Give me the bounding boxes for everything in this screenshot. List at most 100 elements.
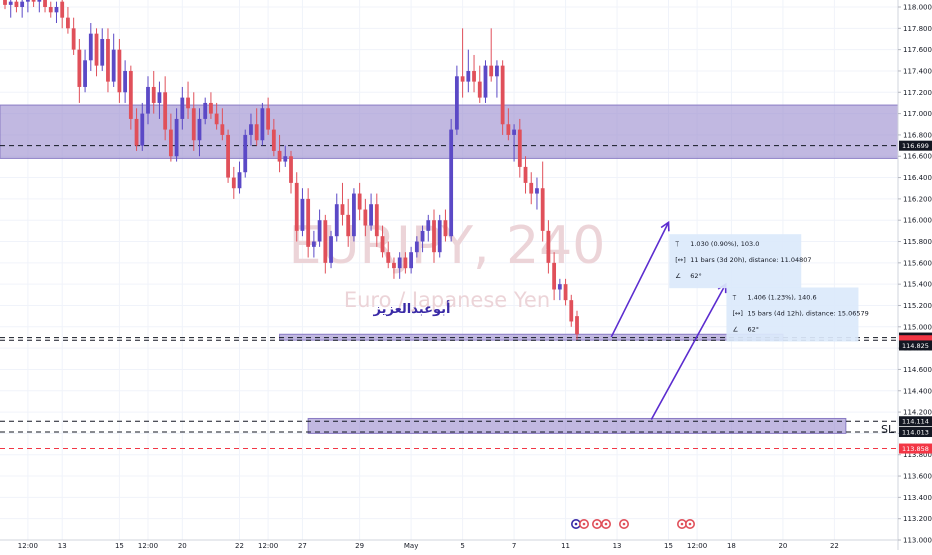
candle-body: [231, 177, 236, 189]
candle-body: [443, 220, 448, 237]
candle-body: [111, 49, 116, 82]
price-axis[interactable]: 113.000 113.200 113.400 113.600 113.800 114.0…: [897, 0, 932, 550]
price-label-bg: [899, 340, 932, 351]
candle-body: [329, 236, 333, 263]
author-annotation: أبوعبدالعزيز: [373, 300, 451, 317]
time-tick-label: 15: [664, 542, 673, 550]
time-tick-label: 12:00: [138, 542, 158, 550]
candle-body: [357, 193, 362, 210]
candle-body: [540, 188, 545, 231]
candle-body: [203, 102, 208, 119]
candle-body: [157, 92, 162, 103]
candle-body: [60, 1, 65, 18]
candle-body: [500, 65, 505, 125]
event-marker-dot: [595, 522, 599, 526]
time-tick-label: 11: [561, 542, 570, 550]
measure-line: 1.030 (0.90%), 103.0: [690, 240, 759, 248]
time-tick-label: 7: [512, 542, 516, 550]
candle-body: [392, 262, 396, 269]
candle-body: [563, 284, 568, 301]
candle-body: [460, 76, 465, 82]
time-axis[interactable]: 12:00 13 15 12:00 20 22 12:00 27 29 May 5 7 11 13 15 12…: [0, 539, 898, 550]
candle-body: [3, 0, 7, 5]
price-tick-label: 117.600: [903, 46, 932, 54]
measure-icon: ⟙: [732, 293, 736, 301]
price-tick-label: 117.800: [903, 25, 932, 33]
candle-body: [306, 198, 311, 247]
arrow-head: [660, 220, 670, 232]
candle-body: [489, 65, 494, 77]
time-tick-label: 20: [178, 542, 187, 550]
candle-body: [48, 7, 53, 13]
candle-body: [575, 316, 579, 335]
candle-body: [300, 198, 305, 231]
candle-body: [386, 252, 391, 263]
arrow-line: [610, 221, 670, 338]
measure-line: 15 bars (4d 12h), distance: 15.06579: [747, 309, 868, 317]
stop-loss-label: SL: [881, 423, 895, 436]
price-tick-label: 117.400: [903, 67, 932, 75]
candle-body: [414, 241, 419, 253]
price-label-bg: [899, 416, 932, 427]
measure-icon: ∠: [732, 325, 738, 333]
candle-body: [191, 108, 196, 141]
candle-body: [31, 0, 36, 2]
measure-line: 11 bars (3d 20h), distance: 11.04807: [690, 256, 811, 264]
price-tick-label: 117.200: [903, 89, 932, 97]
candle-body: [174, 118, 179, 157]
time-tick-label: 18: [727, 542, 736, 550]
candle-body: [25, 0, 30, 2]
candle-body: [8, 1, 13, 5]
candle-body: [100, 38, 105, 66]
price-label-text: 116.699: [902, 142, 929, 150]
price-label-text: 113.858: [902, 445, 929, 453]
arrow-line: [650, 283, 727, 420]
price-tick-label: 116.800: [903, 131, 932, 139]
price-tick-label: 116.400: [903, 174, 932, 182]
candle-body: [134, 118, 139, 146]
time-tick-label: 12:00: [258, 542, 278, 550]
event-marker-dot: [622, 522, 626, 526]
price-tick-label: 114.200: [903, 409, 932, 417]
measure-line: 62°: [747, 325, 759, 333]
candle-body: [168, 129, 173, 157]
measure-box-1: [669, 234, 802, 289]
candle-body: [374, 204, 379, 237]
candle-body: [340, 204, 345, 215]
candle-body: [163, 92, 168, 130]
candle-body: [146, 86, 150, 114]
candle-body: [197, 118, 202, 141]
candle-body: [260, 108, 265, 141]
price-tick-label: 115.600: [903, 259, 932, 267]
price-tick-label: 116.000: [903, 217, 932, 225]
candle-body: [380, 236, 385, 253]
candle-body: [449, 129, 454, 237]
time-tick-label: 13: [613, 542, 622, 550]
candle-body: [363, 209, 368, 226]
candle-body: [523, 166, 528, 183]
candle-body: [266, 108, 271, 130]
candle-body: [334, 204, 339, 237]
candle-body: [477, 81, 482, 98]
candle-body: [283, 156, 288, 162]
candle-body: [140, 113, 145, 146]
candle-body: [546, 230, 551, 263]
candle-body: [409, 252, 414, 269]
candle-body: [123, 70, 128, 93]
candle-body: [311, 241, 316, 247]
candle-body: [106, 38, 110, 82]
measure-icon: [↔]: [732, 309, 743, 317]
price-tick-label: 115.200: [903, 302, 932, 310]
event-marker-dot: [680, 522, 684, 526]
price-label-text: 114.114: [902, 418, 929, 426]
price-tick-label: 113.600: [903, 473, 932, 481]
event-markers: [570, 518, 695, 529]
candle-body: [323, 220, 328, 263]
time-tick-label: 12:00: [18, 542, 38, 550]
time-tick-label: 22: [830, 542, 839, 550]
price-tick-label: 115.800: [903, 238, 932, 246]
candle-body: [220, 124, 225, 135]
measure-icon: ⟙: [675, 240, 679, 248]
